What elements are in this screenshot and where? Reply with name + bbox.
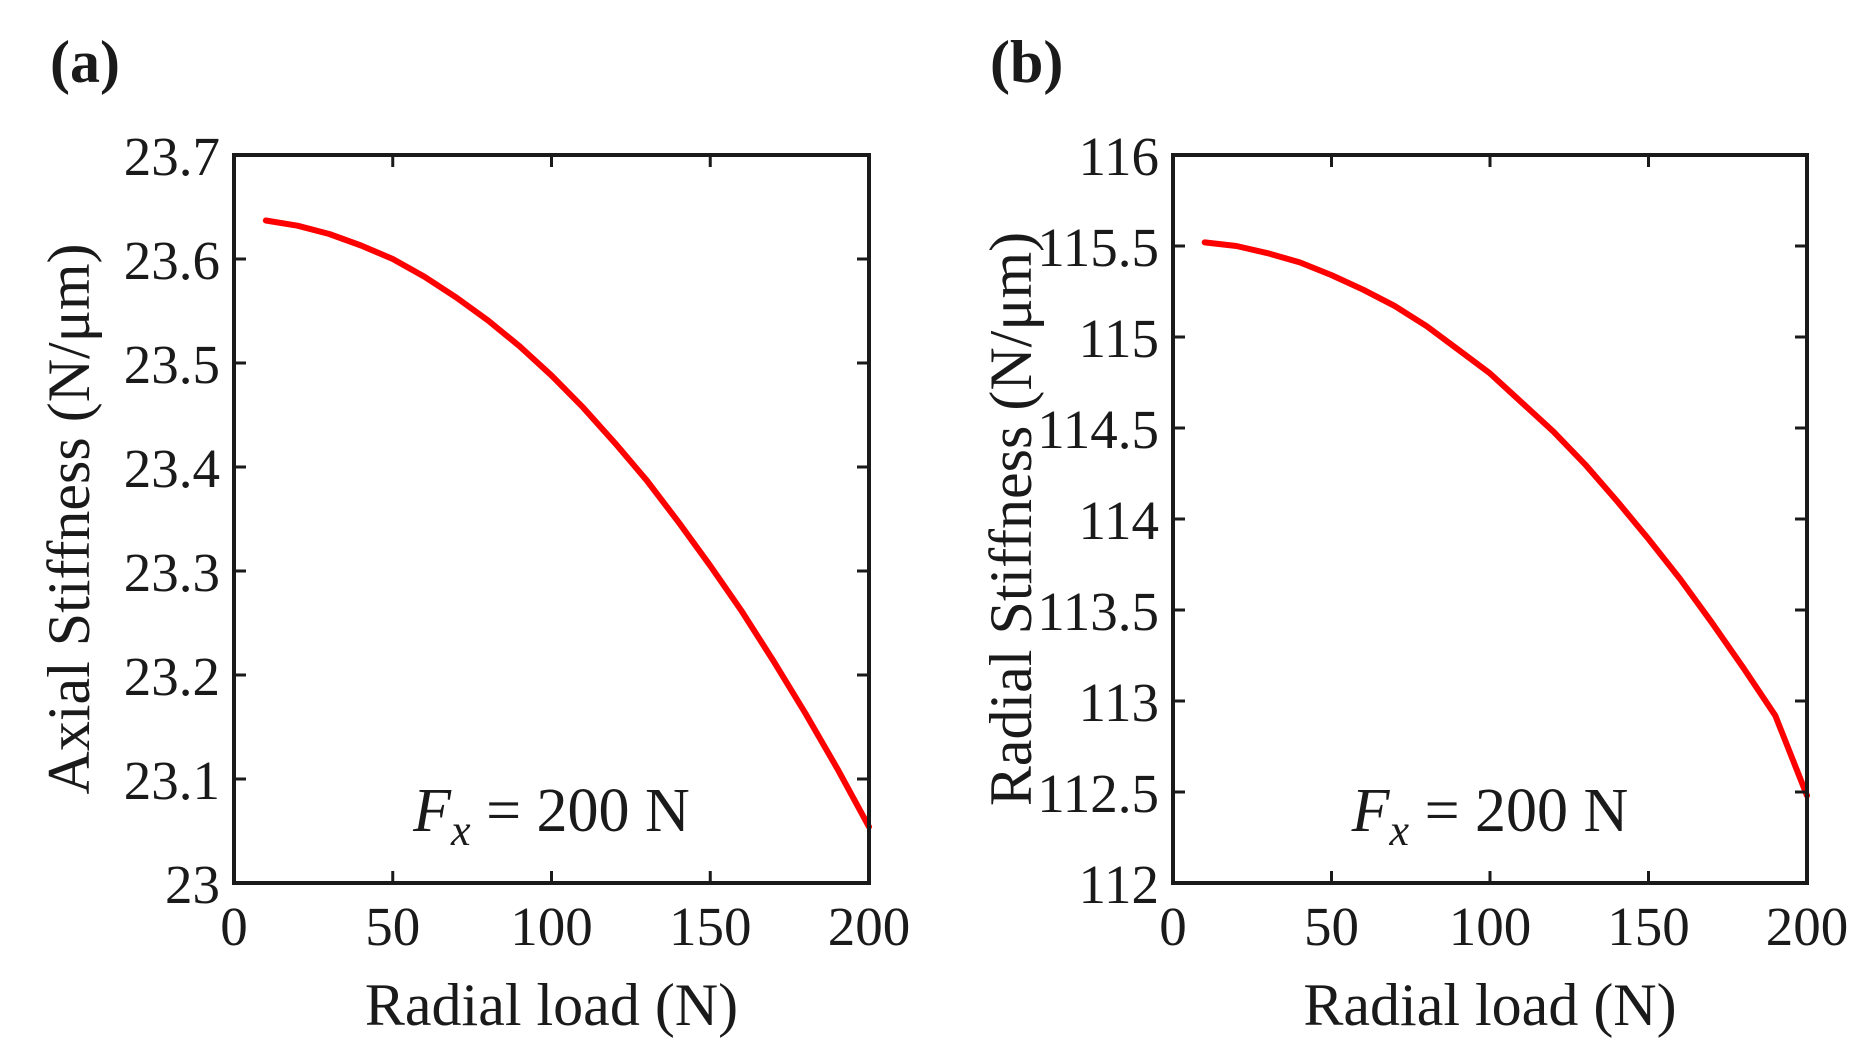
y-tick-label: 114.5 (1037, 399, 1159, 460)
y-tick-label: 23.5 (124, 334, 220, 395)
y-tick-label: 115 (1079, 308, 1159, 369)
x-tick-label: 100 (1449, 896, 1532, 957)
y-tick-label: 23.6 (124, 230, 220, 291)
y-tick-label: 23.2 (124, 646, 220, 707)
x-tick-label: 150 (1607, 896, 1690, 957)
annotation: Fx = 200 N (1351, 777, 1629, 855)
y-tick-label: 23.7 (124, 126, 220, 187)
x-axis-label: Radial load (N) (1303, 972, 1676, 1038)
panel-label: (b) (990, 29, 1063, 95)
y-tick-label: 113.5 (1037, 581, 1159, 642)
y-tick-label: 112.5 (1037, 763, 1159, 824)
y-tick-label: 113 (1079, 672, 1159, 733)
y-tick-label: 23.3 (124, 542, 220, 603)
x-tick-label: 0 (1159, 896, 1187, 957)
x-tick-label: 50 (1304, 896, 1359, 957)
annotation-value: = 200 N (1409, 777, 1628, 845)
y-tick-label: 112 (1079, 854, 1159, 915)
chart-panel-b: (b) 0 50 100 150 200 112 112.5 113 113.5 114 114.5 1… (978, 29, 1848, 1038)
y-tick-label: 115.5 (1037, 217, 1159, 278)
series-line (262, 217, 872, 830)
x-tick-label: 200 (828, 896, 911, 957)
y-tick-label: 23 (165, 854, 220, 915)
y-tick-label: 23.4 (124, 438, 220, 499)
plot-frame (232, 153, 871, 885)
x-tick-label: 150 (669, 896, 752, 957)
annotation-subscript: x (1389, 806, 1410, 855)
panel-label: (a) (50, 29, 120, 95)
y-tick-label: 116 (1079, 126, 1159, 187)
annotation-value: = 200 N (471, 777, 690, 845)
x-tick-label: 0 (220, 896, 248, 957)
x-tick-label: 100 (510, 896, 593, 957)
x-axis-label: Radial load (N) (365, 972, 738, 1038)
x-tick-label: 200 (1766, 896, 1849, 957)
y-axis-label: Radial Stiffness (N/μm) (978, 232, 1044, 806)
plot-frame (1171, 153, 1809, 885)
chart-panel-a: (a) 0 50 100 150 200 23 23.1 23.2 23.3 23.4 23.5 23.… (36, 29, 910, 1038)
y-axis-label: Axial Stiffness (N/μm) (36, 243, 102, 794)
y-tick-label: 23.1 (124, 750, 220, 811)
annotation-variable: F (412, 777, 452, 845)
annotation-variable: F (1351, 777, 1391, 845)
series-line (1201, 239, 1810, 799)
annotation: Fx = 200 N (412, 777, 690, 855)
y-tick-label: 114 (1079, 490, 1159, 551)
x-tick-label: 50 (365, 896, 420, 957)
annotation-subscript: x (450, 806, 471, 855)
